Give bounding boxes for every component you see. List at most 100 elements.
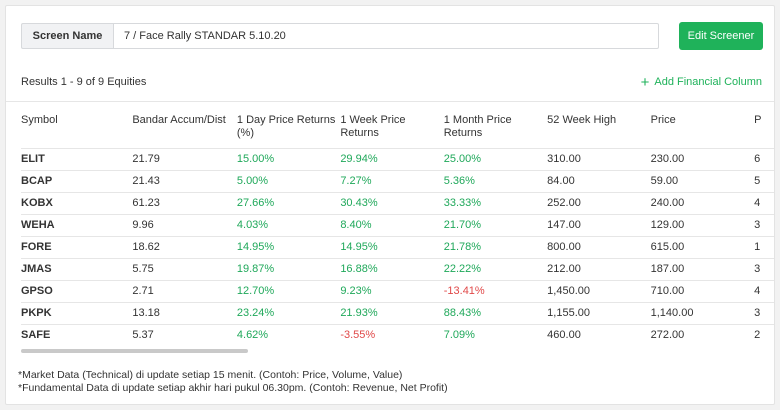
table-cell: 8.40%	[340, 213, 444, 236]
table-cell: 240.00	[650, 191, 755, 214]
table-cell: 3	[754, 213, 774, 236]
table-cell: -3.55%	[340, 323, 444, 346]
symbol-cell[interactable]: PKPK	[21, 301, 133, 324]
table-cell: 16.88%	[340, 257, 444, 280]
table-cell: 21.78%	[443, 235, 548, 258]
table-cell: 27.66%	[236, 191, 341, 214]
table-row[interactable]: PKPK 13.18 23.24% 21.93% 88.43% 1,155.00 1,140…	[21, 301, 774, 324]
table-cell: 800.00	[547, 235, 651, 258]
column-header[interactable]: 1 Month Price Returns	[443, 114, 512, 139]
results-count: Results 1 - 9 of 9 Equities	[21, 76, 147, 88]
table-cell: 710.00	[650, 279, 755, 302]
table-cell: -13.41%	[443, 279, 548, 302]
table-cell: 2	[754, 323, 774, 346]
table-cell: 1	[754, 235, 774, 258]
horizontal-scrollbar[interactable]	[21, 349, 248, 353]
table-row[interactable]: ELIT 21.79 15.00% 29.94% 25.00% 310.00 230.00 6	[21, 147, 774, 170]
table-cell: 272.00	[650, 323, 755, 346]
table-row[interactable]: FORE 18.62 14.95% 14.95% 21.78% 800.00 615.00 1	[21, 235, 774, 258]
table-cell: 15.00%	[236, 147, 341, 170]
table-cell: 615.00	[650, 235, 755, 258]
column-header[interactable]: P	[754, 114, 762, 126]
table-cell: 21.70%	[443, 213, 548, 236]
symbol-cell[interactable]: BCAP	[21, 169, 133, 192]
screen-name-label: Screen Name	[21, 23, 113, 49]
symbol-cell[interactable]: SAFE	[21, 323, 133, 346]
table-row[interactable]: KOBX 61.23 27.66% 30.43% 33.33% 252.00 240.00 4	[21, 191, 774, 214]
symbol-cell[interactable]: FORE	[21, 235, 133, 258]
table-cell: 1,155.00	[547, 301, 651, 324]
table-cell: 7.09%	[443, 323, 548, 346]
table-row[interactable]: WEHA 9.96 4.03% 8.40% 21.70% 147.00 129.00 3	[21, 213, 774, 236]
table-cell: 84.00	[547, 169, 651, 192]
table-cell: 230.00	[650, 147, 755, 170]
table-cell: 129.00	[650, 213, 755, 236]
table-cell: 3	[754, 257, 774, 280]
table-cell: 460.00	[547, 323, 651, 346]
table-cell: 4.03%	[236, 213, 341, 236]
table-cell: 13.18	[132, 301, 237, 324]
equities-table: Symbol Bandar Accum/Dist 1 Day Price Retur…	[21, 114, 774, 346]
symbol-cell[interactable]: ELIT	[21, 147, 133, 170]
table-cell: 21.79	[132, 147, 237, 170]
table-cell: 9.23%	[340, 279, 444, 302]
table-cell: 3	[754, 301, 774, 324]
symbol-cell[interactable]: WEHA	[21, 213, 133, 236]
add-financial-column-button[interactable]: + Add Financial Column	[640, 73, 762, 91]
symbol-cell[interactable]: KOBX	[21, 191, 133, 214]
table-cell: 88.43%	[443, 301, 548, 324]
table-row[interactable]: GPSO 2.71 12.70% 9.23% -13.41% 1,450.00 710.00…	[21, 279, 774, 302]
table-cell: 14.95%	[236, 235, 341, 258]
table-cell: 18.62	[132, 235, 237, 258]
screen-name-field[interactable]: 7 / Face Rally STANDAR 5.10.20	[113, 23, 659, 49]
symbol-cell[interactable]: JMAS	[21, 257, 133, 280]
footnote-market: *Market Data (Technical) di update setia…	[18, 369, 403, 381]
table-row[interactable]: JMAS 5.75 19.87% 16.88% 22.22% 212.00 187.00 3	[21, 257, 774, 280]
table-cell: 147.00	[547, 213, 651, 236]
table-cell: 21.93%	[340, 301, 444, 324]
column-header[interactable]: 1 Day Price Returns (%)	[236, 114, 336, 139]
table-cell: 5.75	[132, 257, 237, 280]
screener-panel: Screen Name 7 / Face Rally STANDAR 5.10.…	[5, 5, 775, 405]
table-cell: 1,450.00	[547, 279, 651, 302]
table-cell: 9.96	[132, 213, 237, 236]
table-cell: 6	[754, 147, 774, 170]
header-divider	[6, 101, 774, 102]
table-body: ELIT 21.79 15.00% 29.94% 25.00% 310.00 230.00 6…	[21, 147, 774, 346]
table-cell: 21.43	[132, 169, 237, 192]
table-cell: 4	[754, 191, 774, 214]
table-cell: 310.00	[547, 147, 651, 170]
column-header[interactable]: Symbol	[21, 114, 58, 126]
plus-icon: +	[640, 73, 650, 91]
edit-screener-button[interactable]: Edit Screener	[679, 22, 763, 50]
table-cell: 4	[754, 279, 774, 302]
table-cell: 30.43%	[340, 191, 444, 214]
column-header[interactable]: Bandar Accum/Dist	[132, 114, 226, 126]
table-cell: 212.00	[547, 257, 651, 280]
table-cell: 4.62%	[236, 323, 341, 346]
column-header[interactable]: Price	[650, 114, 676, 126]
table-cell: 14.95%	[340, 235, 444, 258]
screen-name-row: Screen Name 7 / Face Rally STANDAR 5.10.…	[21, 23, 659, 49]
add-financial-column-label: Add Financial Column	[654, 76, 762, 88]
table-row[interactable]: BCAP 21.43 5.00% 7.27% 5.36% 84.00 59.00 5	[21, 169, 774, 192]
table-header-row: Symbol Bandar Accum/Dist 1 Day Price Retur…	[21, 114, 774, 148]
table-cell: 2.71	[132, 279, 237, 302]
table-cell: 59.00	[650, 169, 755, 192]
column-header[interactable]: 1 Week Price Returns	[340, 114, 406, 139]
table-cell: 7.27%	[340, 169, 444, 192]
table-cell: 252.00	[547, 191, 651, 214]
column-header[interactable]: 52 Week High	[547, 114, 617, 126]
table-cell: 187.00	[650, 257, 755, 280]
table-cell: 29.94%	[340, 147, 444, 170]
table-cell: 5.00%	[236, 169, 341, 192]
table-cell: 61.23	[132, 191, 237, 214]
table-cell: 19.87%	[236, 257, 341, 280]
table-cell: 1,140.00	[650, 301, 755, 324]
table-cell: 23.24%	[236, 301, 341, 324]
footnote-fundamental: *Fundamental Data di update setiap akhir…	[18, 382, 448, 394]
table-row[interactable]: SAFE 5.37 4.62% -3.55% 7.09% 460.00 272.00 2	[21, 323, 774, 346]
table-cell: 12.70%	[236, 279, 341, 302]
symbol-cell[interactable]: GPSO	[21, 279, 133, 302]
table-cell: 5.37	[132, 323, 237, 346]
